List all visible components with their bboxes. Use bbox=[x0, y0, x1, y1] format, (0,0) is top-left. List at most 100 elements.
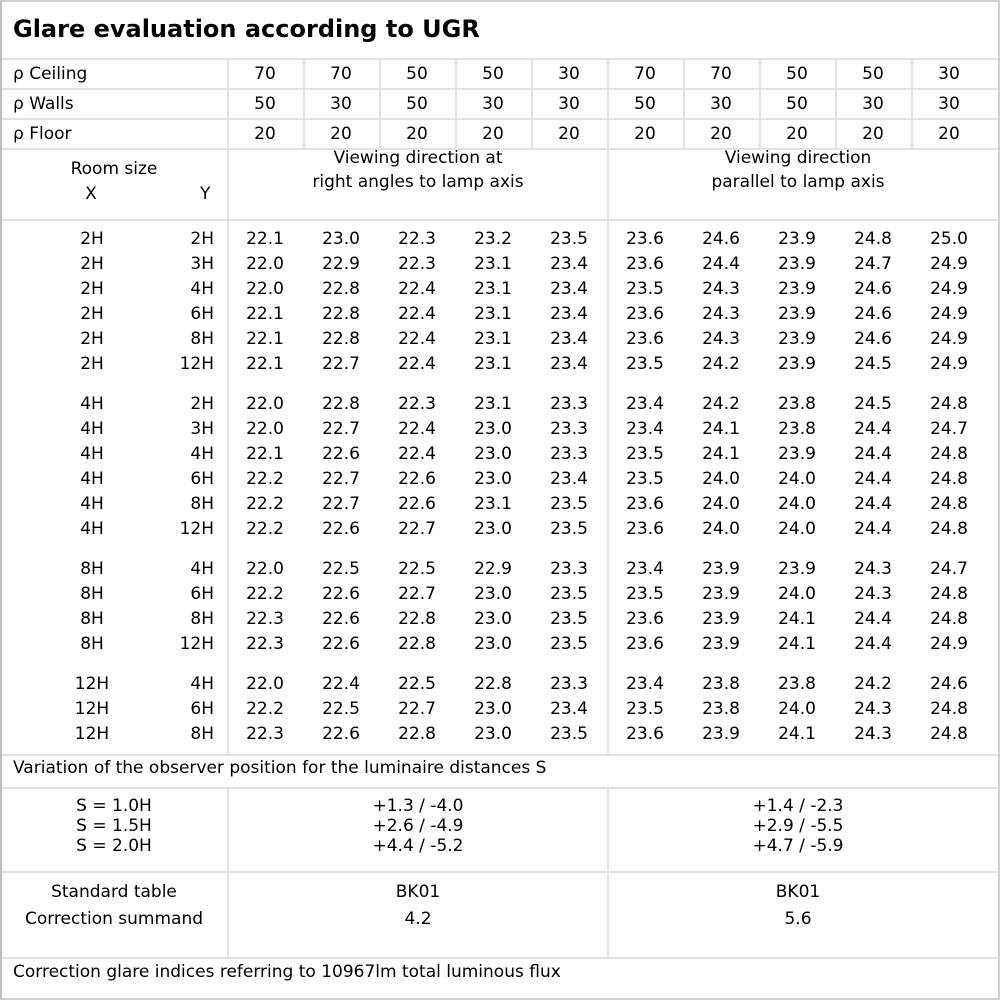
ugr-value: 22.0 bbox=[246, 394, 284, 414]
variation-caption: Variation of the observer position for t… bbox=[13, 758, 547, 778]
ugr-value: 22.7 bbox=[398, 699, 436, 719]
ugr-value: 23.5 bbox=[550, 609, 588, 629]
room-y: 4H bbox=[190, 279, 214, 299]
room-x: 12H bbox=[74, 699, 110, 719]
room-y: 4H bbox=[190, 674, 214, 694]
ugr-value: 23.5 bbox=[550, 634, 588, 654]
ugr-value: 24.9 bbox=[930, 254, 968, 274]
ugr-value: 24.0 bbox=[702, 519, 740, 539]
ugr-value: 25.0 bbox=[930, 229, 968, 249]
ugr-value: 23.5 bbox=[626, 469, 664, 489]
ugr-value: 23.0 bbox=[474, 724, 512, 744]
ugr-value: 22.8 bbox=[322, 329, 360, 349]
ugr-value: 23.1 bbox=[474, 254, 512, 274]
ugr-value: 22.3 bbox=[246, 634, 284, 654]
ugr-value: 22.4 bbox=[398, 444, 436, 464]
ugr-value: 24.8 bbox=[930, 609, 968, 629]
ugr-value: 22.6 bbox=[322, 519, 360, 539]
ugr-value: 23.8 bbox=[778, 394, 816, 414]
reflectance-value: 30 bbox=[710, 94, 732, 114]
reflectance-value: 70 bbox=[330, 64, 352, 84]
room-x: 4H bbox=[80, 494, 104, 514]
ugr-value: 22.4 bbox=[398, 279, 436, 299]
ugr-value: 24.0 bbox=[778, 519, 816, 539]
ugr-value: 23.8 bbox=[778, 419, 816, 439]
ugr-value: 24.8 bbox=[930, 519, 968, 539]
ugr-value: 24.1 bbox=[778, 634, 816, 654]
variation-right-angles: +1.3 / -4.0 bbox=[372, 796, 464, 816]
reflectance-value: 50 bbox=[254, 94, 276, 114]
divider bbox=[379, 59, 381, 149]
ugr-value: 24.9 bbox=[930, 354, 968, 374]
ugr-value: 24.4 bbox=[702, 254, 740, 274]
ugr-value: 23.6 bbox=[626, 229, 664, 249]
ugr-value: 23.1 bbox=[474, 304, 512, 324]
page-title: Glare evaluation according to UGR bbox=[13, 15, 480, 43]
ugr-value: 24.8 bbox=[930, 724, 968, 744]
ugr-value: 23.1 bbox=[474, 354, 512, 374]
reflectance-value: 20 bbox=[786, 124, 808, 144]
ugr-value: 23.4 bbox=[550, 279, 588, 299]
room-x: 8H bbox=[80, 609, 104, 629]
ugr-value: 24.7 bbox=[930, 419, 968, 439]
ugr-value: 22.5 bbox=[322, 699, 360, 719]
ugr-value: 23.9 bbox=[778, 254, 816, 274]
reflectance-value: 30 bbox=[558, 64, 580, 84]
ugr-value: 23.8 bbox=[702, 699, 740, 719]
ugr-value: 24.1 bbox=[778, 609, 816, 629]
ugr-value: 23.0 bbox=[474, 444, 512, 464]
divider bbox=[227, 59, 229, 755]
room-x: 4H bbox=[80, 419, 104, 439]
ugr-value: 22.8 bbox=[398, 609, 436, 629]
room-y: 6H bbox=[190, 699, 214, 719]
room-y: 2H bbox=[190, 394, 214, 414]
reflectance-value: 20 bbox=[254, 124, 276, 144]
divider bbox=[2, 787, 998, 789]
reflectance-value: 50 bbox=[482, 64, 504, 84]
ugr-value: 22.7 bbox=[322, 354, 360, 374]
ugr-value: 24.5 bbox=[854, 394, 892, 414]
ugr-value: 23.4 bbox=[550, 469, 588, 489]
ugr-value: 22.4 bbox=[398, 419, 436, 439]
reflectance-value: 70 bbox=[710, 64, 732, 84]
ugr-value: 24.0 bbox=[778, 584, 816, 604]
standard-table-label: Standard table bbox=[51, 882, 177, 902]
ugr-value: 23.0 bbox=[474, 519, 512, 539]
ugr-value: 24.4 bbox=[854, 634, 892, 654]
reflectance-value: 50 bbox=[634, 94, 656, 114]
variation-parallel: +2.9 / -5.5 bbox=[752, 816, 844, 836]
correction-summand-parallel: 5.6 bbox=[784, 909, 812, 929]
reflectance-value: 30 bbox=[558, 94, 580, 114]
ugr-value: 24.6 bbox=[702, 229, 740, 249]
ugr-value: 24.5 bbox=[854, 354, 892, 374]
reflectance-value: 30 bbox=[938, 64, 960, 84]
ugr-value: 22.7 bbox=[322, 469, 360, 489]
room-y: 8H bbox=[190, 494, 214, 514]
reflectance-value: 30 bbox=[862, 94, 884, 114]
ugr-value: 23.3 bbox=[550, 559, 588, 579]
ugr-value: 23.0 bbox=[474, 469, 512, 489]
ugr-value: 22.1 bbox=[246, 304, 284, 324]
variation-parallel: +4.7 / -5.9 bbox=[752, 836, 844, 856]
ugr-value: 24.9 bbox=[930, 304, 968, 324]
ugr-value: 22.3 bbox=[398, 394, 436, 414]
ugr-value: 23.6 bbox=[626, 494, 664, 514]
ugr-value: 23.3 bbox=[550, 444, 588, 464]
room-y: 6H bbox=[190, 304, 214, 324]
ugr-value: 23.9 bbox=[778, 329, 816, 349]
ugr-value: 22.0 bbox=[246, 674, 284, 694]
variation-right-angles: +4.4 / -5.2 bbox=[372, 836, 464, 856]
ugr-value: 22.6 bbox=[322, 634, 360, 654]
ugr-value: 23.9 bbox=[702, 584, 740, 604]
ugr-value: 22.3 bbox=[246, 609, 284, 629]
ugr-value: 23.9 bbox=[702, 609, 740, 629]
room-y: 4H bbox=[190, 444, 214, 464]
reflectance-value: 20 bbox=[710, 124, 732, 144]
ugr-value: 23.9 bbox=[702, 559, 740, 579]
reflectance-value: 20 bbox=[938, 124, 960, 144]
header-parallel-line1: Viewing direction bbox=[724, 148, 872, 168]
ugr-value: 22.9 bbox=[322, 254, 360, 274]
ugr-value: 22.1 bbox=[246, 444, 284, 464]
ugr-value: 24.8 bbox=[930, 394, 968, 414]
